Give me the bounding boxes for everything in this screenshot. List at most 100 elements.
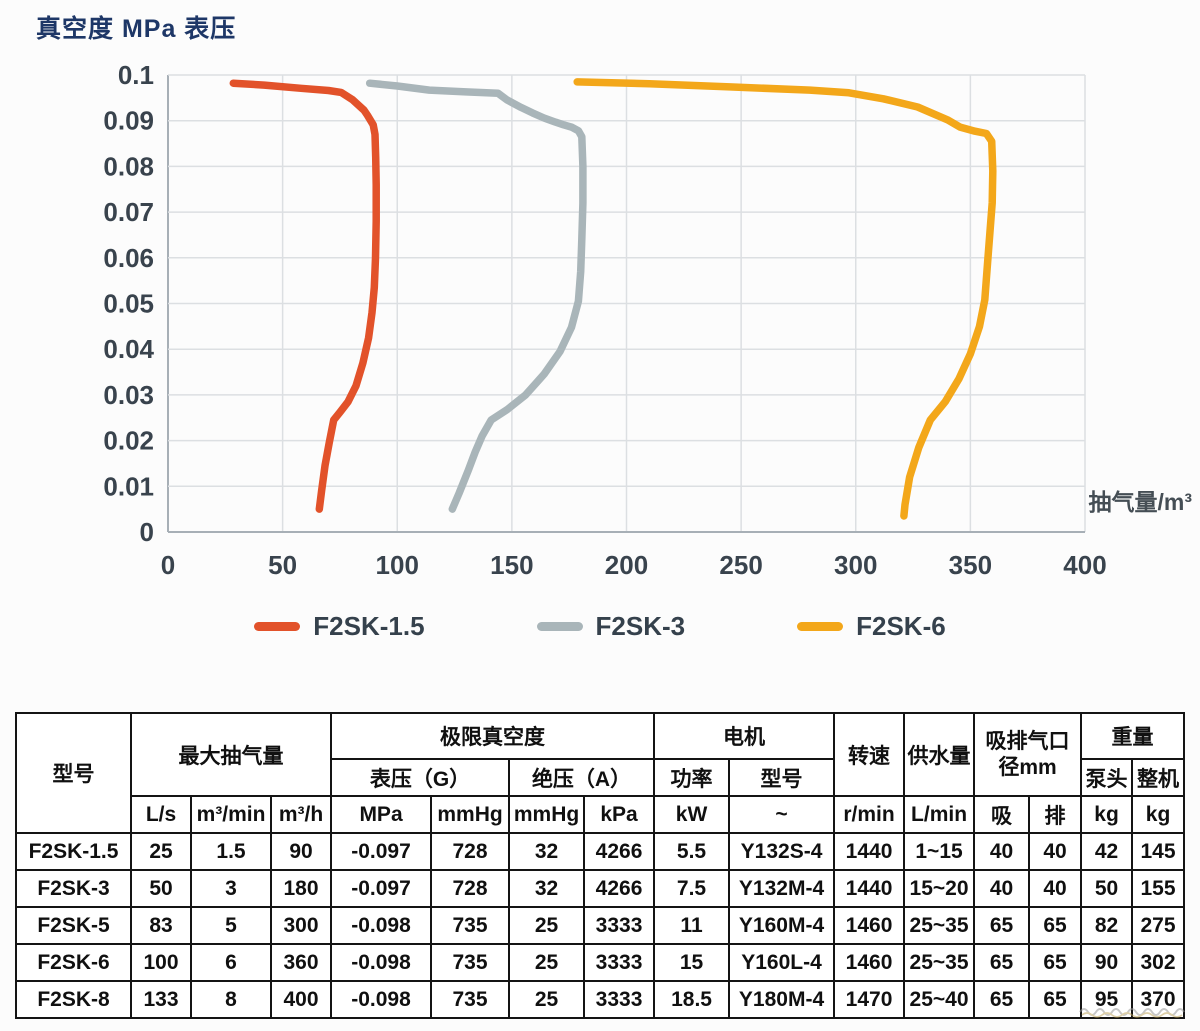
header-motor: 电机 [653, 712, 836, 760]
y-tick-label: 0.02 [103, 426, 154, 456]
legend-swatch-yellow-icon [797, 622, 844, 631]
x-tick-label: 150 [490, 550, 533, 580]
spec-cell: 25 [508, 980, 586, 1019]
spec-cell: 25 [508, 906, 586, 945]
header-max-capacity: 最大抽气量 [129, 712, 333, 797]
chart-legend: F2SK-1.5 F2SK-3 F2SK-6 [0, 611, 1200, 642]
spec-cell: 1460 [833, 943, 906, 982]
legend-label-f2sk-6: F2SK-6 [856, 611, 946, 641]
curve-f2sk-3 [365, 79, 587, 513]
spec-cell: 180 [269, 869, 333, 908]
spec-cell: 40 [973, 869, 1031, 908]
header-water-supply: 供水量 [903, 712, 976, 797]
spec-table: 型号 最大抽气量 极限真空度 电机 转速 供水量 吸排气口 径mm 重量 表压（… [15, 712, 1186, 1019]
spec-cell: 133 [130, 980, 192, 1019]
chart-title: 真空度 MPa 表压 [36, 15, 237, 43]
spec-cell: -0.097 [330, 869, 433, 908]
y-tick-label: 0.03 [103, 380, 154, 410]
spec-cell: 90 [1080, 943, 1134, 982]
legend-label-f2sk-1-5: F2SK-1.5 [313, 611, 425, 641]
header-speed: 转速 [833, 712, 906, 797]
y-tick-label: 0.05 [103, 289, 154, 319]
spec-row: F2SK-3 50 3 180 -0.097 728 32 4266 7.5 Y132M-4 144… [15, 869, 1186, 908]
legend-label-f2sk-3: F2SK-3 [595, 611, 686, 641]
spec-cell: 65 [973, 943, 1031, 982]
spec-cell: -0.098 [330, 943, 433, 982]
spec-cell: 4266 [583, 832, 656, 871]
header-motor-model: 型号 [728, 758, 836, 797]
spec-cell: 25~40 [903, 980, 976, 1019]
spec-cell: 65 [973, 980, 1031, 1019]
spec-cell: 83 [130, 906, 192, 945]
spec-cell: 735 [430, 943, 511, 982]
x-axis-unit-label: 抽气量/m³ [1089, 489, 1193, 515]
spec-row: F2SK-5 83 5 300 -0.098 735 25 3333 11 Y160M-4 1460… [15, 906, 1186, 945]
spec-cell: 7.5 [653, 869, 731, 908]
model-cell: F2SK-5 [15, 906, 132, 945]
x-tick-label: 200 [605, 550, 648, 580]
spec-cell: Y160M-4 [728, 906, 836, 945]
model-cell: F2SK-6 [15, 943, 132, 982]
spec-cell: 302 [1131, 943, 1186, 982]
header-port-diameter: 吸排气口 径mm [973, 712, 1083, 797]
unit-mmhg-gauge: mmHg [430, 795, 511, 834]
spec-cell: 40 [1028, 869, 1083, 908]
spec-cell: 360 [269, 943, 333, 982]
spec-cell: 6 [190, 943, 272, 982]
spec-cell: 25 [508, 943, 586, 982]
spec-cell: 275 [1131, 906, 1186, 945]
y-tick-label: 0.01 [103, 471, 154, 501]
legend-item-f2sk-3: F2SK-3 [536, 611, 686, 642]
model-cell: F2SK-8 [15, 980, 132, 1019]
curve-f2sk-6 [573, 78, 997, 520]
spec-row: F2SK-6 100 6 360 -0.098 735 25 3333 15 Y160L-4 146… [15, 943, 1186, 982]
header-absolute-pressure: 绝压（A） [508, 758, 656, 797]
spec-cell: -0.098 [330, 906, 433, 945]
spec-cell: 18.5 [653, 980, 731, 1019]
spec-cell: -0.097 [330, 832, 433, 871]
spec-cell: 3333 [583, 980, 656, 1019]
x-tick-label: 0 [161, 550, 175, 580]
spec-cell: 90 [269, 832, 333, 871]
spec-cell: 32 [508, 832, 586, 871]
spec-cell: 65 [1028, 980, 1083, 1019]
spec-cell: 3333 [583, 906, 656, 945]
x-tick-label: 300 [834, 550, 877, 580]
spec-cell: 25~35 [903, 906, 976, 945]
spec-cell: 1460 [833, 906, 906, 945]
spec-cell: 300 [269, 906, 333, 945]
y-tick-label: 0.04 [103, 334, 154, 364]
y-tick-label: 0.1 [118, 60, 154, 90]
spec-cell: 25 [130, 832, 192, 871]
unit-kw: kW [653, 795, 731, 834]
header-gauge-pressure: 表压（G） [330, 758, 511, 797]
spec-cell: 25~35 [903, 943, 976, 982]
spec-row: F2SK-1.5 25 1.5 90 -0.097 728 32 4266 5.5 Y132S-4… [15, 832, 1186, 871]
spec-cell: 1470 [833, 980, 906, 1019]
vacuum-performance-chart: 抽气量/m³ 0 50 100 150 200 250 300 350 400 0 0.01 0.02… [103, 60, 1193, 580]
spec-cell: 65 [1028, 906, 1083, 945]
unit-ls: L/s [130, 795, 192, 834]
header-weight: 重量 [1080, 712, 1186, 760]
spec-cell: 65 [973, 906, 1031, 945]
legend-item-f2sk-6: F2SK-6 [797, 611, 946, 642]
spec-cell: 1~15 [903, 832, 976, 871]
spec-cell: -0.098 [330, 980, 433, 1019]
y-tick-label: 0 [140, 517, 154, 547]
spec-cell: 400 [269, 980, 333, 1019]
spec-cell: Y160L-4 [728, 943, 836, 982]
watermark-scribble [1078, 1003, 1190, 1024]
spec-cell: 100 [130, 943, 192, 982]
unit-lmin: L/min [903, 795, 976, 834]
spec-cell: 1440 [833, 869, 906, 908]
y-tick-label: 0.07 [103, 197, 154, 227]
spec-cell: 735 [430, 980, 511, 1019]
spec-cell: 728 [430, 869, 511, 908]
spec-cell: 50 [1080, 869, 1134, 908]
scribble-icon [1079, 1008, 1185, 1018]
model-cell: F2SK-3 [15, 869, 132, 908]
y-tick-label: 0.06 [103, 243, 154, 273]
spec-cell: 40 [973, 832, 1031, 871]
unit-kg-head: kg [1080, 795, 1134, 834]
